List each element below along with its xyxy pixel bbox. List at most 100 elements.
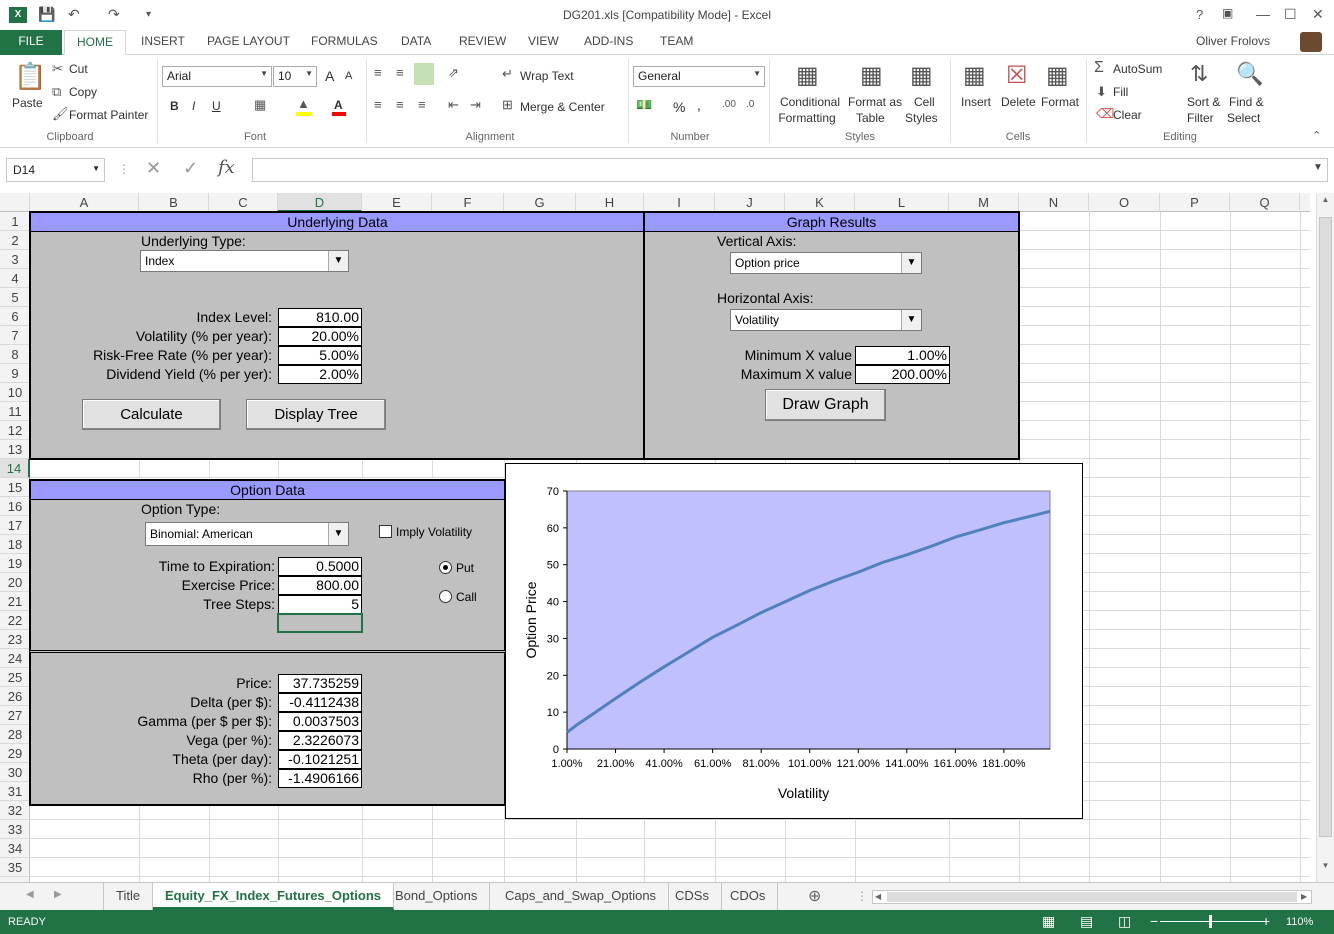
customize-qat-icon[interactable]: ▾ xyxy=(146,9,152,20)
row-header[interactable]: 10 xyxy=(0,383,30,402)
tab-formulas[interactable]: FORMULAS xyxy=(311,34,378,48)
borders-icon[interactable]: ▦ xyxy=(254,97,267,112)
column-header[interactable]: L xyxy=(855,193,949,212)
format-cells-button[interactable]: Format xyxy=(1041,95,1080,109)
avatar[interactable] xyxy=(1300,32,1322,52)
row-header[interactable]: 3 xyxy=(0,250,30,269)
call-radio[interactable]: Call xyxy=(439,590,477,604)
sheet-tab-title[interactable]: Title xyxy=(103,883,154,910)
sheet-tab-cdss[interactable]: CDSs xyxy=(663,883,722,910)
theta-field[interactable]: -0.1021251 xyxy=(278,750,362,769)
paste-icon[interactable]: 📋 xyxy=(14,61,47,91)
format-as-table-label2[interactable]: Table xyxy=(856,111,885,125)
column-header[interactable]: H xyxy=(576,193,644,212)
imply-volatility-checkbox[interactable]: Imply Volatility xyxy=(379,525,472,539)
insert-function-button[interactable]: fx xyxy=(218,157,235,178)
orientation-icon[interactable]: ⇗ xyxy=(448,65,459,80)
column-header[interactable]: F xyxy=(432,193,504,212)
max-x-field[interactable]: 200.00% xyxy=(855,365,950,384)
sheet-tab-bond-options[interactable]: Bond_Options xyxy=(383,883,491,910)
row-header[interactable]: 11 xyxy=(0,402,30,421)
column-header[interactable]: K xyxy=(785,193,855,212)
dividend-yield-field[interactable]: 2.00% xyxy=(278,365,362,384)
grow-font-button[interactable]: A xyxy=(325,68,335,84)
maximize-icon[interactable]: ☐ xyxy=(1284,6,1297,22)
cell-styles-label[interactable]: Cell xyxy=(914,95,935,109)
row-header[interactable]: 24 xyxy=(0,649,30,668)
row-header[interactable]: 16 xyxy=(0,497,30,516)
sheet-tab-equity[interactable]: Equity_FX_Index_Futures_Options xyxy=(153,883,394,910)
horizontal-axis-select[interactable]: Volatility ▼ xyxy=(730,309,922,331)
column-header[interactable]: O xyxy=(1089,193,1160,212)
fill-color-icon[interactable]: ▲ xyxy=(297,96,310,111)
row-header[interactable]: 30 xyxy=(0,763,30,782)
row-header[interactable]: 19 xyxy=(0,554,30,573)
underline-button[interactable]: U xyxy=(212,99,221,113)
conditional-formatting-label2[interactable]: Formatting xyxy=(778,111,836,125)
conditional-formatting-label[interactable]: Conditional xyxy=(779,95,841,109)
column-header[interactable]: M xyxy=(949,193,1019,212)
column-header[interactable]: P xyxy=(1160,193,1230,212)
sort-filter-label2[interactable]: Filter xyxy=(1187,111,1214,125)
row-header[interactable]: 29 xyxy=(0,744,30,763)
collapse-ribbon-icon[interactable]: ⌃ xyxy=(1312,130,1322,142)
cancel-formula-icon[interactable]: ✕ xyxy=(146,158,162,178)
find-select-label[interactable]: Find & xyxy=(1229,95,1264,109)
row-header[interactable]: 2 xyxy=(0,231,30,250)
row-header[interactable]: 14 xyxy=(0,459,30,478)
paste-button[interactable]: Paste xyxy=(12,96,43,110)
column-header-selected[interactable]: D xyxy=(278,193,362,212)
font-name-select[interactable]: Arial ▼ xyxy=(162,66,272,87)
row-header[interactable]: 17 xyxy=(0,516,30,535)
tree-steps-field[interactable]: 5 xyxy=(278,595,362,614)
row-header[interactable]: 25 xyxy=(0,668,30,687)
row-header[interactable]: 26 xyxy=(0,687,30,706)
gamma-field[interactable]: 0.0037503 xyxy=(278,712,362,731)
row-header[interactable]: 27 xyxy=(0,706,30,725)
calculate-button[interactable]: Calculate xyxy=(82,399,221,430)
vertical-axis-select[interactable]: Option price ▼ xyxy=(730,252,922,274)
vertical-scrollbar[interactable]: ▲ ▼ xyxy=(1316,193,1334,882)
put-radio[interactable]: Put xyxy=(439,561,474,575)
decrease-indent-icon[interactable]: ⇤ xyxy=(448,97,459,112)
close-icon[interactable]: ✕ xyxy=(1312,6,1324,22)
align-bottom-button[interactable] xyxy=(414,63,434,85)
row-header[interactable]: 21 xyxy=(0,592,30,611)
column-header[interactable]: J xyxy=(715,193,785,212)
align-center-icon[interactable]: ≡ xyxy=(396,97,404,112)
align-middle-icon[interactable]: ≡ xyxy=(396,65,404,80)
option-price-chart[interactable]: 0 10 20 30 40 50 60 70 1.00% 21.00% 41.00% 61.00% 81… xyxy=(505,463,1083,819)
prev-sheet-icon[interactable]: ◀ xyxy=(26,889,34,900)
time-to-expiration-field[interactable]: 0.5000 xyxy=(278,557,362,576)
row-header[interactable]: 33 xyxy=(0,820,30,839)
bold-button[interactable]: B xyxy=(170,99,179,113)
scroll-thumb[interactable] xyxy=(1319,217,1332,837)
sheet-tab-caps-swap[interactable]: Caps_and_Swap_Options xyxy=(493,883,670,910)
row-header[interactable]: 12 xyxy=(0,421,30,440)
ribbon-display-icon[interactable]: ▣ xyxy=(1222,6,1234,20)
index-level-field[interactable]: 810.00 xyxy=(278,308,362,327)
price-field[interactable]: 37.735259 xyxy=(278,674,362,693)
cut-button[interactable]: Cut xyxy=(69,62,88,76)
h-scroll-thumb[interactable] xyxy=(887,892,1297,902)
exercise-price-field[interactable]: 800.00 xyxy=(278,576,362,595)
tab-file[interactable]: FILE xyxy=(0,30,62,55)
row-header[interactable]: 5 xyxy=(0,288,30,307)
row-header[interactable]: 23 xyxy=(0,630,30,649)
column-header[interactable]: C xyxy=(209,193,278,212)
user-name[interactable]: Oliver Frolovs xyxy=(1196,34,1271,48)
select-all-corner[interactable] xyxy=(0,193,30,212)
italic-button[interactable]: I xyxy=(192,99,196,113)
percent-button[interactable]: % xyxy=(673,99,686,115)
expand-formula-bar-icon[interactable]: ▼ xyxy=(1313,162,1323,173)
tab-team[interactable]: TEAM xyxy=(660,34,694,48)
tab-home[interactable]: HOME xyxy=(64,30,126,55)
row-header[interactable]: 28 xyxy=(0,725,30,744)
font-size-select[interactable]: 10 ▼ xyxy=(273,66,317,87)
new-sheet-icon[interactable]: ⊕ xyxy=(808,888,822,905)
scroll-up-icon[interactable]: ▲ xyxy=(1321,195,1330,204)
column-header[interactable]: Q xyxy=(1230,193,1300,212)
row-header[interactable]: 9 xyxy=(0,364,30,383)
row-header[interactable]: 8 xyxy=(0,345,30,364)
underlying-type-select[interactable]: Index ▼ xyxy=(140,250,349,272)
